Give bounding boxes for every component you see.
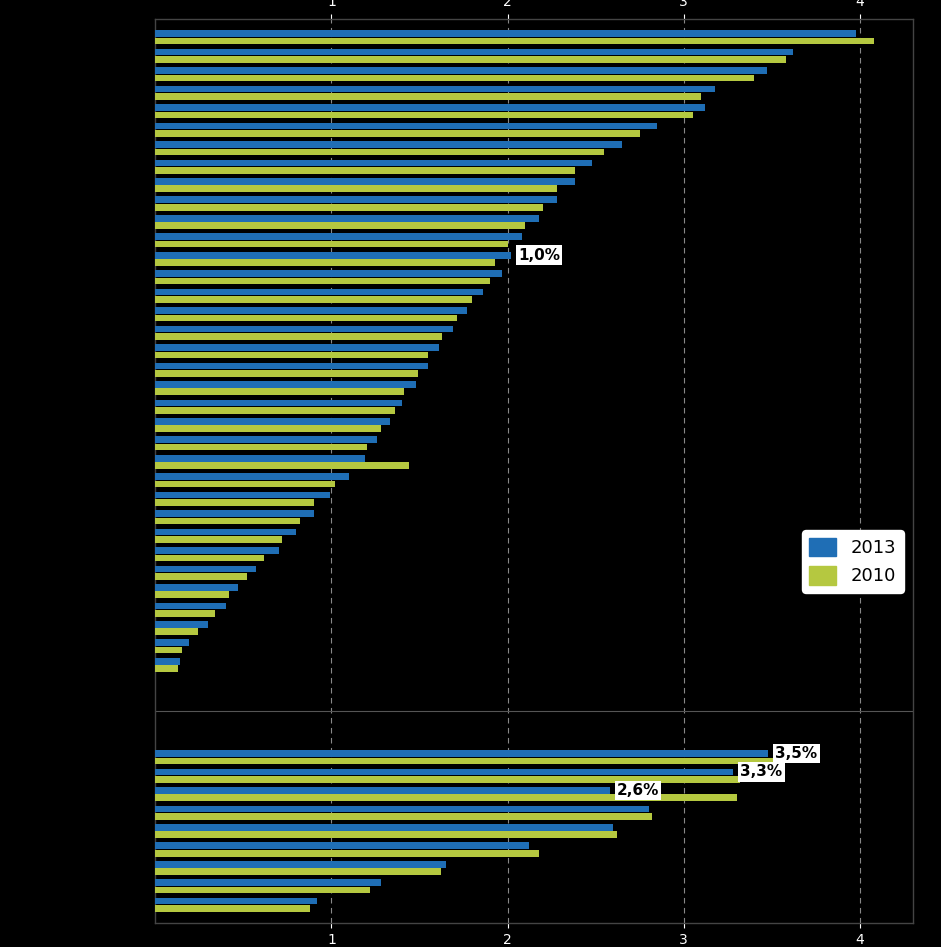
Bar (155, 518, 300, 525)
Bar (155, 584, 238, 591)
Bar (155, 750, 768, 757)
Bar (155, 223, 525, 229)
Bar (155, 186, 557, 192)
Bar (155, 425, 381, 432)
Bar (155, 462, 409, 469)
Bar (155, 49, 793, 56)
Bar (155, 141, 622, 148)
Bar (155, 510, 313, 517)
Bar (155, 178, 575, 185)
Text: 1,0%: 1,0% (518, 248, 560, 262)
Bar (155, 130, 640, 136)
Bar (155, 481, 335, 488)
Bar (155, 621, 208, 628)
Bar (155, 565, 256, 572)
Bar (155, 831, 616, 838)
Bar (155, 610, 215, 616)
Bar (155, 326, 453, 332)
Bar (155, 307, 467, 313)
Bar (155, 491, 329, 498)
Bar (155, 400, 402, 406)
Bar (155, 776, 741, 782)
Bar (155, 241, 507, 247)
Bar (155, 30, 856, 37)
Bar (155, 344, 439, 350)
Bar (155, 886, 370, 893)
Text: 3,5%: 3,5% (775, 746, 818, 761)
Bar (155, 215, 539, 222)
Bar (155, 167, 575, 173)
Bar (155, 639, 189, 646)
Bar (155, 75, 755, 81)
Bar (155, 666, 178, 672)
Bar (155, 758, 775, 764)
Bar (155, 905, 311, 912)
Bar (155, 296, 472, 303)
Bar (155, 289, 483, 295)
Bar (155, 407, 395, 414)
Text: 3,3%: 3,3% (741, 764, 782, 779)
Bar (155, 843, 529, 849)
Bar (155, 204, 543, 210)
Bar (155, 314, 456, 321)
Bar (155, 277, 490, 284)
Bar (155, 528, 296, 535)
Bar (155, 252, 511, 259)
Bar (155, 93, 701, 99)
Bar (155, 351, 428, 358)
Bar (155, 112, 693, 118)
Bar (155, 363, 428, 369)
Bar (155, 536, 282, 543)
Bar (155, 381, 416, 387)
Bar (155, 861, 446, 867)
Bar (155, 499, 313, 506)
Bar (155, 270, 502, 277)
Bar (155, 437, 377, 443)
Bar (155, 824, 614, 831)
Bar (155, 259, 495, 266)
Bar (155, 388, 404, 395)
Bar (155, 370, 418, 377)
Bar (155, 602, 226, 609)
Legend: 2013, 2010: 2013, 2010 (802, 530, 903, 593)
Bar (155, 104, 705, 111)
Bar (155, 898, 317, 904)
Bar (155, 474, 349, 480)
Bar (155, 56, 786, 63)
Bar (155, 444, 367, 451)
Text: 2,6%: 2,6% (616, 783, 660, 798)
Bar (155, 658, 180, 665)
Bar (155, 647, 182, 653)
Bar (155, 795, 737, 801)
Bar (155, 592, 230, 599)
Bar (155, 455, 365, 461)
Bar (155, 769, 733, 776)
Bar (155, 418, 390, 424)
Bar (155, 160, 592, 167)
Bar (155, 868, 440, 875)
Bar (155, 333, 442, 340)
Bar (155, 573, 247, 580)
Bar (155, 196, 557, 204)
Bar (155, 849, 539, 856)
Bar (155, 555, 264, 562)
Bar (155, 787, 610, 794)
Bar (155, 547, 279, 554)
Bar (155, 86, 715, 93)
Bar (155, 880, 381, 886)
Bar (155, 67, 767, 74)
Bar (155, 629, 198, 635)
Bar (155, 123, 658, 130)
Bar (155, 813, 652, 819)
Bar (155, 38, 874, 45)
Bar (155, 233, 521, 240)
Bar (155, 806, 648, 813)
Bar (155, 149, 604, 155)
